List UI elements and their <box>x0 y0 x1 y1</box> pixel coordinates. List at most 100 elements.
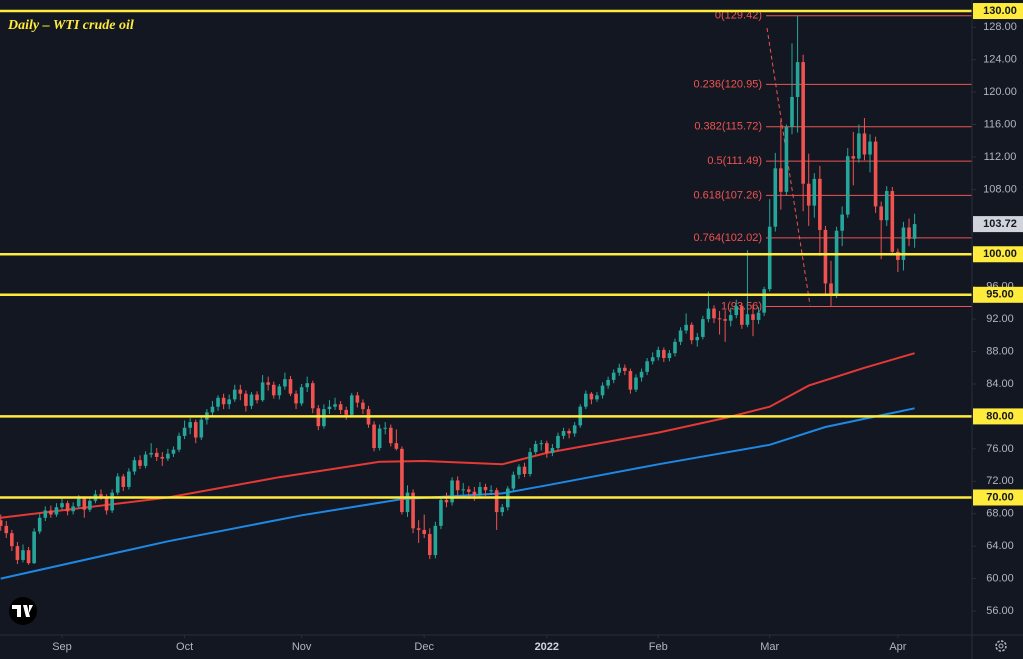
candle-body <box>656 349 661 358</box>
candle-body <box>745 314 750 325</box>
candle-body <box>266 382 270 385</box>
candle-body <box>0 520 3 526</box>
candle-body <box>405 492 410 513</box>
fib-label: 0.236(120.95) <box>694 78 763 90</box>
candle-body <box>706 308 711 320</box>
candle-body <box>645 361 649 372</box>
candle-body <box>444 499 449 503</box>
level-label: 95.00 <box>986 289 1014 301</box>
y-tick-label: 76.00 <box>986 443 1014 455</box>
y-tick-label: 108.00 <box>983 183 1017 195</box>
candle-body <box>216 397 220 407</box>
candle-body <box>260 382 265 401</box>
y-tick-label: 120.00 <box>983 86 1017 98</box>
x-tick-label: 2022 <box>535 641 559 653</box>
candle-body <box>433 525 438 556</box>
candle-body <box>483 486 488 491</box>
axes: 56.00 60.00 64.00 68.00 72.00 76.00 80.00 84.00… <box>52 3 1023 653</box>
candle-body <box>383 427 388 429</box>
candle-body <box>60 503 64 508</box>
candle-body <box>10 533 14 547</box>
fib-label: 0.382(115.72) <box>694 121 762 133</box>
level-label: 80.00 <box>986 410 1014 422</box>
candle-body <box>489 490 493 492</box>
candle-body <box>37 517 42 532</box>
x-tick-label: Nov <box>292 641 312 653</box>
candle-body <box>862 133 867 155</box>
candle-body <box>812 178 817 206</box>
candle-body <box>790 96 794 127</box>
candle-body <box>478 486 482 496</box>
candle-body <box>88 500 92 510</box>
candle-body <box>834 230 839 295</box>
y-tick-label: 56.00 <box>986 605 1014 617</box>
candle-body <box>249 394 254 406</box>
candle-body <box>121 476 126 487</box>
y-tick-label: 84.00 <box>986 378 1014 390</box>
trend-line <box>766 27 811 306</box>
candle-body <box>377 428 382 449</box>
candle-body <box>82 498 87 510</box>
candle-body <box>818 178 822 230</box>
candle-body <box>717 318 722 320</box>
candle-body <box>472 491 477 496</box>
candle-body <box>522 466 527 474</box>
candle-body <box>662 349 666 359</box>
candle-body <box>595 395 599 400</box>
candle-body <box>734 306 739 316</box>
candle-body <box>115 476 120 493</box>
candle-body <box>517 466 521 475</box>
candle-body <box>550 448 555 453</box>
candle-body <box>132 460 137 472</box>
candle-body <box>539 443 544 445</box>
candle-body <box>43 510 48 518</box>
candle-body <box>143 454 148 466</box>
candle-body <box>349 395 354 415</box>
candle-body <box>411 492 415 529</box>
candle-body <box>210 406 215 413</box>
candle-body <box>255 394 259 401</box>
settings-icon[interactable] <box>995 640 1007 652</box>
candle-body <box>623 367 627 372</box>
candle-body <box>21 550 25 560</box>
candle-body <box>26 550 31 564</box>
x-tick-label: Mar <box>760 641 779 653</box>
candle-body <box>740 306 744 325</box>
candle-body <box>611 372 616 380</box>
level-label-bg <box>973 246 1023 263</box>
candle-body <box>689 324 694 341</box>
x-tick-label: Dec <box>414 641 434 653</box>
candle-body <box>199 419 204 438</box>
x-tick-label: Oct <box>176 641 193 653</box>
candle-body <box>584 393 588 407</box>
gear-center <box>998 643 1004 649</box>
candle-body <box>678 330 683 342</box>
candle-body <box>166 453 170 459</box>
candle-body <box>851 156 856 159</box>
candle-body <box>695 336 700 341</box>
candle-body <box>138 460 142 466</box>
gear[interactable] <box>995 640 1007 652</box>
candle-body <box>71 506 75 512</box>
level-label-bg <box>973 286 1023 303</box>
candle-body <box>450 480 454 503</box>
candle-body <box>394 443 399 449</box>
level-label: 130.00 <box>983 5 1017 17</box>
candle-body <box>545 443 549 453</box>
candle-body <box>65 503 70 512</box>
candle-body <box>857 133 861 159</box>
level-label: 100.00 <box>983 248 1017 260</box>
candle-body <box>667 353 672 359</box>
candle-body <box>712 308 716 319</box>
y-tick-label: 112.00 <box>984 151 1017 163</box>
candle-body <box>823 229 828 284</box>
candle-body <box>533 443 538 453</box>
candle-body <box>32 531 36 564</box>
candle-body <box>673 341 677 354</box>
logo-mark <box>12 605 33 617</box>
y-tick-label: 72.00 <box>986 475 1014 487</box>
level-label-bg <box>973 489 1023 506</box>
x-tick-label: Feb <box>649 641 668 653</box>
